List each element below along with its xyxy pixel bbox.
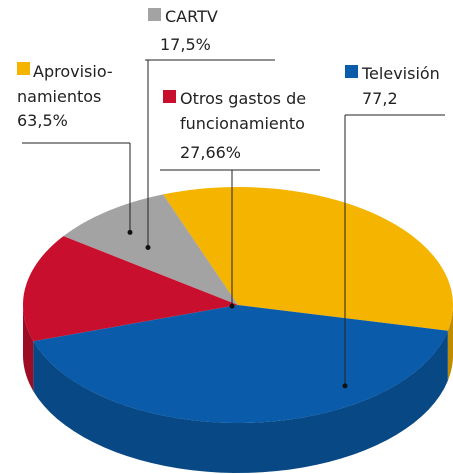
- leader-dot: [145, 245, 151, 251]
- value-label: 17,5%: [160, 35, 211, 54]
- legend-swatch: [345, 65, 358, 78]
- slice-label: Televisión: [361, 64, 440, 83]
- legend-swatch: [17, 62, 30, 75]
- legend-swatch: [148, 8, 161, 21]
- leader-dot: [229, 303, 235, 309]
- slice: [23, 236, 238, 342]
- value-label: 77,2: [362, 89, 398, 108]
- slice: [163, 187, 453, 331]
- leader-dot: [127, 229, 133, 235]
- value-label: 63,5%: [17, 111, 68, 130]
- slice-label: Otros gastos de: [180, 89, 306, 108]
- slice-label: Aprovisio-: [33, 62, 113, 81]
- leader-dot: [342, 383, 348, 389]
- slice: [63, 194, 238, 305]
- slice-label: CARTV: [165, 7, 218, 26]
- slice-label: funcionamiento: [180, 114, 305, 133]
- slice-side: [23, 305, 34, 392]
- legend-swatch: [163, 90, 176, 103]
- slice-side: [33, 330, 448, 473]
- slice-side: [447, 305, 453, 381]
- slice-label: namientos: [17, 87, 101, 106]
- slice: [33, 305, 448, 423]
- value-label: 27,66%: [180, 143, 241, 162]
